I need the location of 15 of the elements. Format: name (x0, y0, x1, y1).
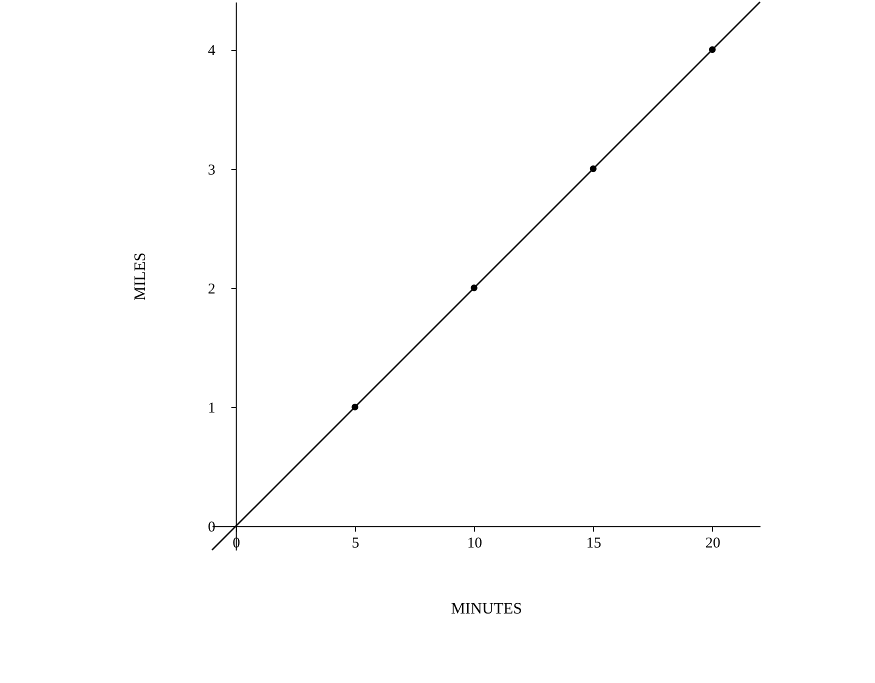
x-axis-title: MINUTES (450, 600, 522, 618)
point (470, 284, 478, 292)
point (708, 46, 716, 53)
x-tick-label: 15 (586, 536, 602, 552)
point (352, 404, 358, 410)
y-tick-label: 1 (208, 400, 216, 417)
y-tick-label: 2 (208, 281, 216, 298)
x-tick-label: 5 (352, 536, 360, 552)
x-tick-label: 20 (705, 536, 720, 552)
y-tick-label: 4 (208, 43, 216, 60)
point (590, 165, 597, 172)
y-axis-title: MILES (132, 252, 149, 300)
y-tick-label: 0 (208, 520, 216, 536)
x-tick-label: 10 (467, 536, 482, 552)
y-tick-label: 3 (208, 162, 216, 178)
